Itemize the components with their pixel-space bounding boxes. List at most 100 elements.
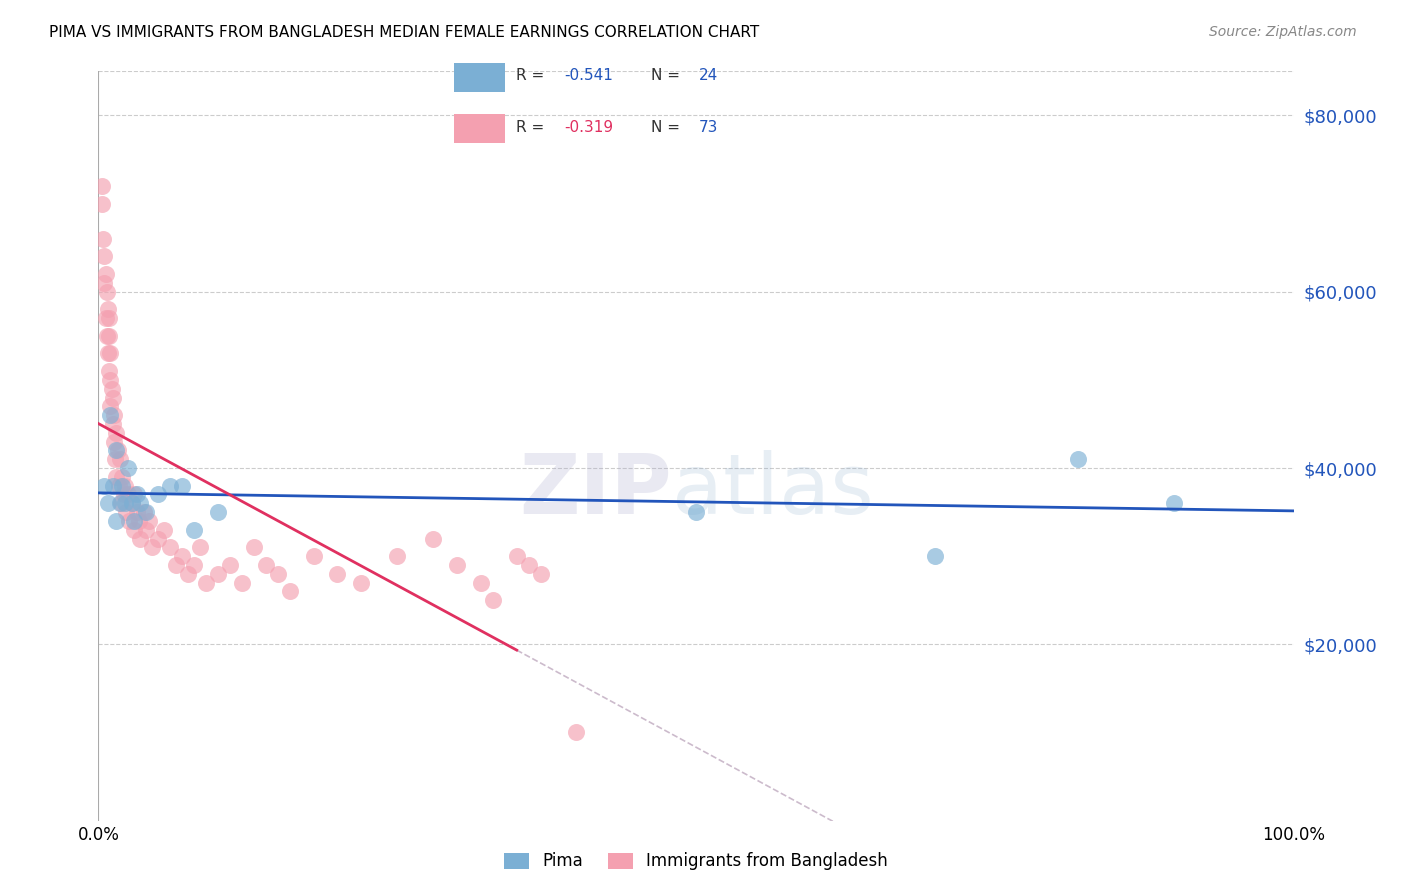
Point (110, 496, 132, 510)
Point (97, 346, 120, 360)
Point (924, 549, 946, 564)
Point (685, 505, 707, 519)
Point (117, 461, 139, 475)
Point (231, 575, 253, 590)
Point (159, 541, 181, 555)
Point (128, 514, 150, 528)
Point (278, 584, 301, 599)
Text: PIMA VS IMMIGRANTS FROM BANGLADESH MEDIAN FEMALE EARNINGS CORRELATION CHART: PIMA VS IMMIGRANTS FROM BANGLADESH MEDIA… (49, 25, 759, 40)
Point (446, 558, 468, 572)
Text: R =: R = (516, 68, 550, 83)
Point (350, 575, 373, 590)
Point (112, 487, 135, 501)
Text: R =: R = (516, 120, 550, 135)
Point (530, 566, 553, 581)
Point (111, 470, 134, 484)
Point (118, 514, 141, 528)
Point (107, 478, 129, 492)
Point (177, 566, 200, 581)
Point (93, 276, 115, 290)
Point (207, 505, 229, 519)
Point (243, 541, 266, 555)
Point (165, 558, 187, 572)
Point (105, 443, 128, 458)
Point (98, 364, 121, 378)
Point (470, 575, 492, 590)
Point (129, 532, 152, 546)
Point (124, 523, 146, 537)
Point (114, 496, 136, 510)
Point (141, 541, 163, 555)
Point (101, 417, 124, 431)
Point (111, 478, 134, 492)
Point (101, 478, 124, 492)
Point (422, 532, 444, 546)
Point (96, 285, 118, 299)
Point (138, 514, 160, 528)
Point (517, 558, 540, 572)
Point (103, 408, 125, 422)
Point (121, 496, 143, 510)
Point (114, 478, 136, 492)
Text: 73: 73 (699, 120, 718, 135)
Point (98, 346, 122, 360)
Point (103, 434, 125, 449)
Point (97, 302, 120, 317)
Point (125, 505, 148, 519)
Point (267, 566, 290, 581)
Point (98, 311, 121, 326)
Point (132, 505, 155, 519)
Text: atlas: atlas (672, 450, 873, 532)
Point (183, 523, 205, 537)
Point (124, 487, 146, 501)
Point (98, 373, 122, 387)
Point (129, 496, 152, 510)
Point (101, 391, 124, 405)
Point (254, 558, 277, 572)
Point (93, 250, 115, 264)
Point (108, 452, 131, 467)
Point (97, 496, 120, 510)
Point (107, 443, 129, 458)
Point (91, 196, 114, 211)
Point (219, 558, 242, 572)
Point (135, 523, 157, 537)
Point (105, 470, 128, 484)
Point (172, 549, 194, 564)
Point (385, 549, 409, 564)
Point (207, 566, 229, 581)
Bar (454, 62, 505, 92)
Point (148, 487, 170, 501)
Point (326, 566, 349, 581)
Point (96, 328, 118, 343)
Point (115, 505, 138, 519)
Text: ZIP: ZIP (520, 450, 672, 532)
Point (117, 487, 139, 501)
Point (100, 382, 122, 396)
Point (105, 514, 128, 528)
Point (172, 478, 194, 492)
Point (94, 267, 117, 281)
Point (105, 425, 128, 440)
Text: -0.319: -0.319 (564, 120, 613, 135)
Point (481, 593, 505, 607)
Text: N =: N = (651, 120, 685, 135)
Text: N =: N = (651, 68, 685, 83)
Text: 24: 24 (699, 68, 718, 83)
Point (98, 408, 122, 422)
Point (125, 487, 148, 501)
Point (121, 496, 143, 510)
Point (93, 478, 115, 492)
Point (98, 400, 122, 414)
Text: -0.541: -0.541 (564, 68, 613, 83)
Point (1067, 452, 1090, 467)
Point (108, 496, 131, 510)
Point (124, 514, 146, 528)
Point (302, 549, 325, 564)
Point (135, 505, 157, 519)
Point (183, 558, 205, 572)
Point (98, 328, 121, 343)
Point (195, 575, 218, 590)
Point (91, 232, 114, 246)
Point (506, 549, 529, 564)
